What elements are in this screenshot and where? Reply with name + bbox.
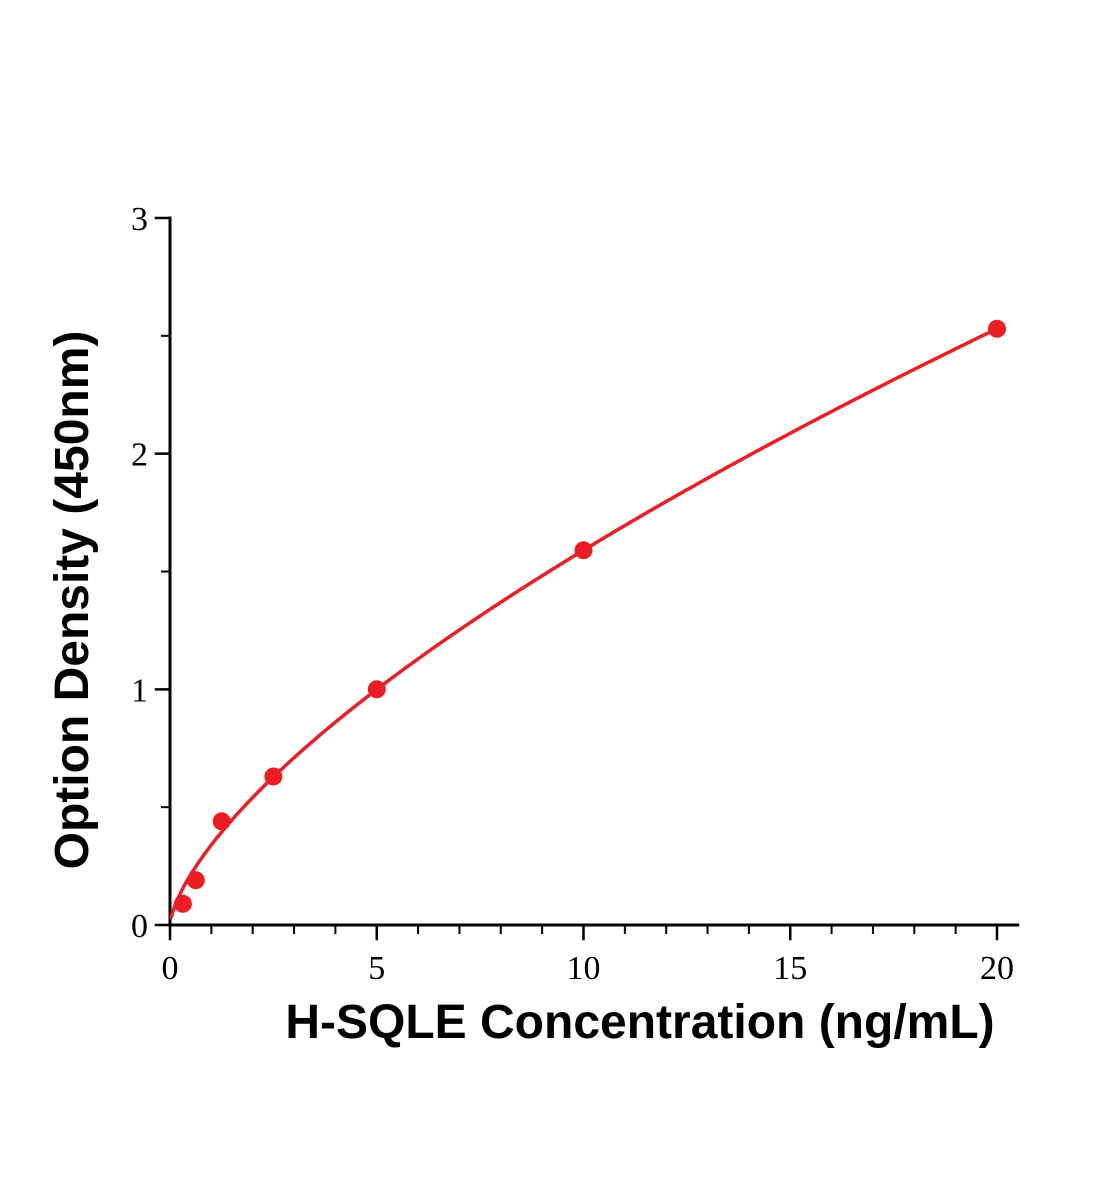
data-point — [212, 812, 231, 831]
data-points — [173, 319, 1006, 913]
data-point — [574, 541, 593, 560]
x-tick-label: 5 — [368, 950, 385, 987]
axes — [154, 216, 1020, 941]
y-axis-title: Option Density (450nm) — [46, 331, 99, 870]
data-point — [186, 871, 205, 890]
y-tick-label: 3 — [131, 201, 148, 238]
y-tick-label: 2 — [131, 437, 148, 474]
x-tick-label: 15 — [773, 950, 807, 987]
y-tick-label: 0 — [131, 908, 148, 945]
data-point — [988, 319, 1006, 338]
data-point — [367, 680, 386, 699]
data-point — [173, 894, 192, 913]
x-tick-label: 20 — [980, 950, 1014, 987]
x-axis-title: H-SQLE Concentration (ng/mL) — [285, 996, 994, 1049]
y-tick-label: 1 — [131, 672, 148, 709]
x-tick-label: 0 — [162, 950, 179, 987]
data-point — [264, 767, 283, 786]
x-tick-label: 10 — [567, 950, 601, 987]
fit-curve — [169, 327, 998, 920]
